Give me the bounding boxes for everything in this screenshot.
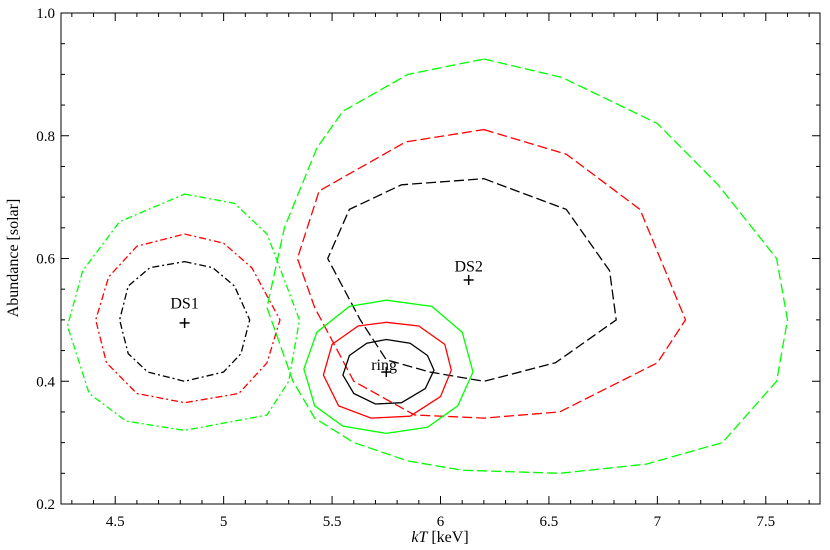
ring-label: ring xyxy=(371,357,397,374)
ds1-best-fit-marker xyxy=(179,317,190,328)
y-tick-label: 0.4 xyxy=(36,374,55,390)
ring-contour-2 xyxy=(322,321,452,419)
x-tick-label: 6 xyxy=(437,514,445,530)
x-tick-label: 7 xyxy=(654,514,662,530)
ds2-contour-1 xyxy=(326,178,617,382)
x-tick-label: 5.5 xyxy=(323,514,342,530)
x-tick-label: 5 xyxy=(220,514,228,530)
ds2-label: DS2 xyxy=(454,259,482,276)
ring-contour-1 xyxy=(342,338,435,405)
plot-frame xyxy=(60,12,821,505)
x-axis-title: kT [keV] xyxy=(411,529,468,546)
best-fit-layer: DS1 DS2 ring xyxy=(170,259,483,378)
y-tick-label: 1.0 xyxy=(36,6,55,22)
axis-ticks xyxy=(61,12,820,505)
x-tick-label: 6.5 xyxy=(540,514,559,530)
x-tick-label: 7.5 xyxy=(756,514,775,530)
y-tick-label: 0.2 xyxy=(36,497,55,513)
ring-contour-3 xyxy=(303,299,474,435)
ds2-contour-2 xyxy=(296,128,687,419)
y-tick-label: 0.6 xyxy=(36,252,55,268)
x-tick-label: 4.5 xyxy=(106,514,125,530)
ds1-label: DS1 xyxy=(170,296,198,313)
y-tick-label: 0.8 xyxy=(36,129,55,145)
ds1-contour-3 xyxy=(66,193,301,432)
ds2-contour-3 xyxy=(266,58,789,474)
ds2-best-fit-marker xyxy=(463,274,474,285)
ring-best-fit-marker xyxy=(381,367,392,378)
y-axis-title: Abundance [solar] xyxy=(5,199,22,318)
tick-label-layer: 4.5 5 5.5 6 6.5 7 7.5 0.2 0.4 0.6 0.8 1.0 xyxy=(36,6,775,530)
ds1-contour-2 xyxy=(95,233,281,404)
contour-layer xyxy=(66,58,789,474)
